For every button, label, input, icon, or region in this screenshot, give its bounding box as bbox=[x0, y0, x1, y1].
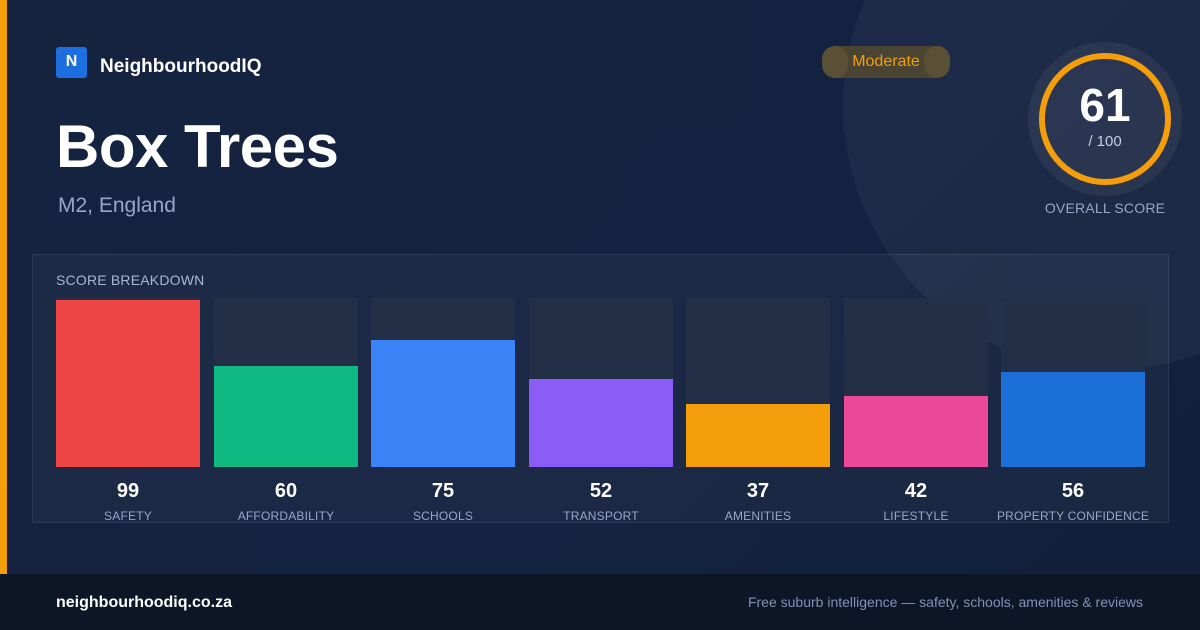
breakdown-bar-transport: 52 TRANSPORT bbox=[529, 298, 673, 523]
bar-track bbox=[686, 298, 830, 467]
bar-label: LIFESTYLE bbox=[883, 509, 949, 523]
bar-fill bbox=[371, 340, 515, 467]
bar-value: 60 bbox=[274, 480, 298, 502]
bar-track bbox=[529, 298, 673, 467]
suburb-location: M2, England bbox=[58, 194, 176, 217]
footer: neighbourhoodiq.co.za Free suburb intell… bbox=[0, 574, 1200, 630]
bar-track bbox=[844, 298, 988, 467]
overall-score-value: 61 bbox=[1079, 79, 1131, 131]
breakdown-bars: 99 SAFETY 60 AFFORDABILITY 75 SCHOOLS 52 TRANSP… bbox=[56, 298, 1149, 523]
footer-tagline: Free suburb intelligence — safety, schoo… bbox=[747, 594, 1143, 610]
breakdown-bar-amenities: 37 AMENITIES bbox=[686, 298, 830, 523]
bar-fill bbox=[56, 300, 200, 467]
footer-url: neighbourhoodiq.co.za bbox=[56, 594, 232, 611]
bar-track bbox=[1001, 298, 1145, 467]
bar-track bbox=[371, 298, 515, 467]
score-ring-icon bbox=[1039, 53, 1171, 185]
overall-score-max: / 100 bbox=[1088, 133, 1122, 150]
bar-fill bbox=[844, 396, 988, 467]
bar-label: AFFORDABILITY bbox=[237, 509, 335, 523]
bar-label: AMENITIES bbox=[724, 509, 792, 523]
bar-label: PROPERTY CONFIDENCE bbox=[996, 509, 1150, 523]
breakdown-bar-schools: 75 SCHOOLS bbox=[371, 298, 515, 523]
breakdown-bar-affordability: 60 AFFORDABILITY bbox=[214, 298, 358, 523]
breakdown-title: SCORE BREAKDOWN bbox=[56, 272, 205, 288]
overall-score-ring: 61 / 100 bbox=[1028, 42, 1182, 196]
overall-score-label: OVERALL SCORE bbox=[1044, 200, 1166, 216]
score-breakdown-panel: SCORE BREAKDOWN 99 SAFETY 60 AFFORDABILITY 7… bbox=[32, 254, 1169, 523]
breakdown-bar-property-confidence: 56 PROPERTY CONFIDENCE bbox=[997, 298, 1149, 523]
bar-value: 75 bbox=[431, 480, 455, 502]
brand-name: NeighbourhoodIQ bbox=[100, 56, 262, 77]
bar-fill bbox=[214, 366, 358, 467]
breakdown-bar-lifestyle: 42 LIFESTYLE bbox=[844, 298, 988, 523]
rating-badge: Moderate bbox=[822, 46, 950, 78]
bar-value: 56 bbox=[1061, 480, 1085, 502]
breakdown-bar-safety: 99 SAFETY bbox=[56, 298, 200, 523]
bar-fill bbox=[529, 379, 673, 467]
brand-logo-icon: N bbox=[56, 46, 87, 78]
suburb-title: Box Trees bbox=[56, 113, 339, 180]
bar-value: 52 bbox=[589, 480, 613, 502]
bar-label: TRANSPORT bbox=[563, 509, 639, 523]
bar-fill bbox=[686, 404, 830, 467]
bar-value: 99 bbox=[116, 480, 140, 502]
bar-fill bbox=[1001, 372, 1145, 467]
bar-track bbox=[214, 298, 358, 467]
bar-label: SCHOOLS bbox=[412, 509, 474, 523]
brand: N NeighbourhoodIQ bbox=[56, 46, 261, 78]
bar-label: SAFETY bbox=[104, 509, 152, 523]
bar-value: 37 bbox=[746, 480, 770, 502]
bar-value: 42 bbox=[904, 480, 928, 502]
rating-badge-label: Moderate bbox=[852, 53, 920, 70]
accent-bar bbox=[0, 0, 7, 574]
bar-track bbox=[56, 298, 200, 467]
